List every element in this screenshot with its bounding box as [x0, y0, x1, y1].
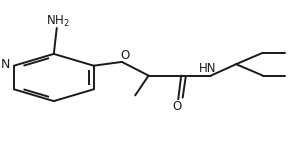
Text: HN: HN — [199, 62, 217, 75]
Text: O: O — [172, 100, 181, 113]
Text: NH$_2$: NH$_2$ — [46, 14, 70, 29]
Text: O: O — [120, 49, 129, 62]
Text: N: N — [1, 58, 10, 71]
